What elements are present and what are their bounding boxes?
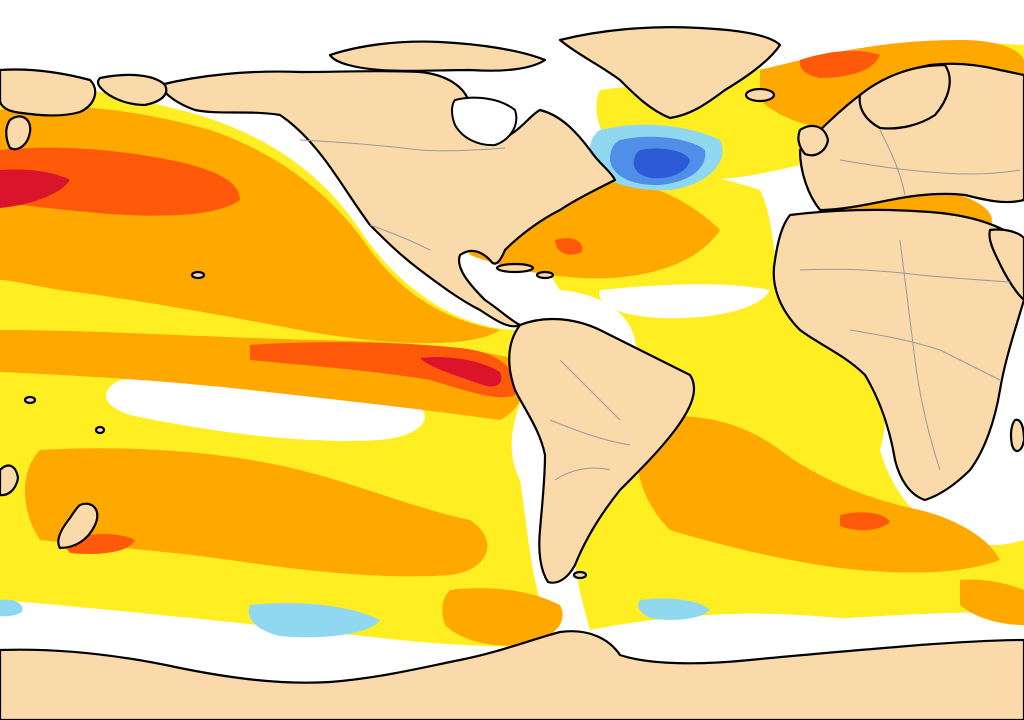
land-africa	[772, 208, 1024, 502]
land-cuba	[495, 262, 535, 274]
land-british-isles	[797, 124, 830, 157]
border-africa-2	[849, 329, 1001, 381]
anomaly-weak-cold-southern-atlantic	[638, 598, 710, 620]
border-africa-3	[899, 239, 941, 471]
land-falklands	[572, 570, 588, 580]
anomaly-strong-cold-north-atlantic	[633, 148, 690, 179]
border-south-america-2	[549, 419, 631, 446]
land-hispaniola	[535, 270, 555, 280]
hudson-bay	[451, 96, 518, 147]
land-new-zealand	[57, 502, 99, 550]
land-greenland	[558, 26, 782, 120]
land-alaska	[96, 73, 168, 107]
land-iceland	[744, 87, 776, 103]
anomaly-very-strong-warm-peru	[420, 357, 502, 387]
anomaly-weak-cold-southern-pacific	[248, 603, 380, 638]
land-pacific-island-1	[23, 395, 37, 405]
land-asia-east	[0, 68, 97, 117]
anomaly-neutral-tropical-atlantic	[599, 284, 770, 319]
anomaly-weak-cold-far-southwest	[0, 599, 23, 617]
anomaly-strong-warm-subpolar	[799, 50, 880, 78]
land-pacific-island-2	[94, 425, 106, 435]
political-borders	[299, 129, 1021, 481]
border-us-canada	[299, 139, 506, 152]
land-hawaii	[190, 270, 206, 280]
land-south-america	[508, 317, 695, 584]
landmasses	[0, 26, 1024, 720]
land-scandinavia	[858, 63, 951, 130]
anomaly-fields	[0, 40, 1024, 660]
border-europe-2	[879, 129, 906, 196]
small-islands	[23, 87, 776, 580]
border-africa-1	[799, 268, 1011, 283]
land-japan	[5, 115, 32, 151]
anomaly-strong-warm-south-atlantic-patch	[840, 512, 890, 531]
anomaly-neutral-southern	[0, 600, 1024, 660]
border-south-america-3	[554, 467, 611, 481]
anomaly-moderate-warm-south-indian	[960, 579, 1024, 625]
land-madagascar	[1009, 418, 1024, 453]
border-south-america-1	[559, 359, 621, 421]
border-europe-1	[839, 159, 1021, 175]
anomaly-moderate-warm-south-atlantic	[636, 416, 1000, 573]
land-canadian-arctic	[328, 40, 547, 72]
anomaly-moderate-warm-south-pacific	[25, 448, 488, 577]
anomaly-moderate-warm-drake	[442, 588, 563, 646]
anomaly-strong-warm-gulf-stream	[555, 238, 583, 255]
anomaly-strong-warm-north-pacific	[0, 147, 240, 216]
border-us-mexico	[369, 224, 431, 251]
land-antarctica	[0, 630, 1024, 720]
anomaly-very-strong-warm-north-pacific	[0, 169, 70, 208]
anomaly-strong-warm-equatorial-pacific	[250, 342, 516, 398]
land-arabia	[988, 228, 1024, 302]
land-australia	[0, 464, 20, 497]
